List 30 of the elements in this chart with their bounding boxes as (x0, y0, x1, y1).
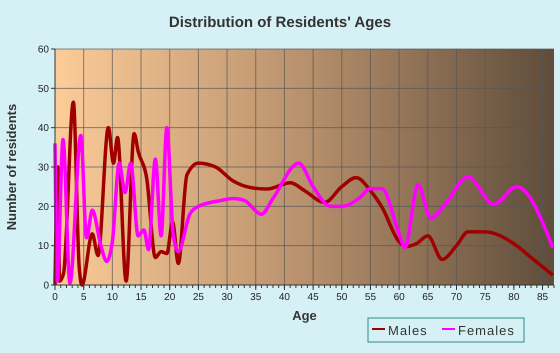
x-axis-title: Age (292, 308, 317, 323)
legend-label: Females (458, 323, 515, 338)
x-tick-label: 10 (106, 292, 118, 303)
x-tick-label: 40 (278, 292, 290, 303)
x-tick-label: 5 (80, 292, 87, 303)
y-tick-label: 0 (43, 280, 50, 292)
y-tick-label: 50 (38, 84, 50, 95)
x-tick-label: 75 (480, 292, 492, 303)
x-tick-label: 20 (164, 292, 176, 303)
y-tick-label: 20 (38, 202, 50, 213)
chart-title: Distribution of Residents' Ages (168, 14, 392, 31)
x-tick-label: 85 (536, 292, 549, 303)
x-tick-label: 25 (192, 292, 204, 303)
x-tick-label: 45 (308, 292, 320, 303)
x-tick-label: 30 (222, 292, 234, 303)
y-tick-label: 40 (38, 123, 50, 134)
y-tick-label: 30 (38, 162, 50, 174)
x-tick-label: 15 (135, 292, 148, 303)
x-tick-label: 70 (450, 292, 462, 303)
x-tick-label: 80 (508, 292, 520, 303)
x-tick-label: 50 (336, 292, 348, 303)
x-tick-label: 35 (250, 292, 262, 303)
x-tick-label: 0 (52, 292, 58, 303)
x-tick-label: 65 (422, 292, 434, 303)
y-axis-title: Number of residents (4, 104, 19, 230)
x-tick-label: 55 (364, 292, 376, 303)
legend-label: Males (388, 323, 428, 338)
y-tick-label: 10 (38, 241, 50, 252)
x-tick-label: 60 (394, 292, 406, 303)
y-tick-label: 60 (38, 44, 50, 56)
